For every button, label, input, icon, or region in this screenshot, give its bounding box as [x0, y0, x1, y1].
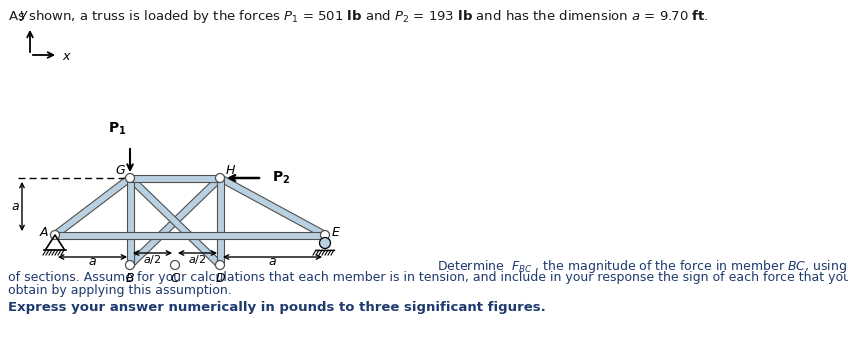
- Polygon shape: [218, 175, 326, 238]
- Circle shape: [215, 261, 225, 269]
- Text: $a$: $a$: [88, 255, 97, 268]
- Polygon shape: [130, 174, 220, 181]
- Text: C: C: [170, 271, 180, 285]
- Text: $a/2$: $a/2$: [143, 253, 162, 266]
- Text: of sections. Assume for your calculations that each member is in tension, and in: of sections. Assume for your calculation…: [8, 271, 848, 284]
- Polygon shape: [216, 178, 224, 265]
- Text: G: G: [115, 163, 125, 176]
- Circle shape: [126, 261, 135, 269]
- Text: $x$: $x$: [62, 49, 72, 62]
- Text: Determine  $F_{BC}$ , the magnitude of the force in member $\mathit{BC}$, using : Determine $F_{BC}$ , the magnitude of th…: [437, 258, 848, 275]
- Polygon shape: [55, 232, 325, 239]
- Text: Express your answer numerically in pounds to three significant figures.: Express your answer numerically in pound…: [8, 301, 546, 314]
- Text: $y$: $y$: [19, 9, 29, 23]
- Circle shape: [320, 238, 331, 249]
- Text: As shown, a truss is loaded by the forces $P_1$ = 501 $\mathbf{lb}$ and $P_2$ = : As shown, a truss is loaded by the force…: [8, 8, 709, 25]
- Text: $\mathbf{P}_\mathbf{2}$: $\mathbf{P}_\mathbf{2}$: [272, 170, 290, 186]
- Text: A: A: [40, 227, 48, 239]
- Text: obtain by applying this assumption.: obtain by applying this assumption.: [8, 284, 232, 297]
- Circle shape: [126, 174, 135, 183]
- Text: B: B: [126, 271, 134, 285]
- Text: E: E: [332, 227, 340, 239]
- Circle shape: [170, 261, 180, 269]
- Text: H: H: [226, 163, 235, 176]
- Circle shape: [321, 231, 330, 239]
- Polygon shape: [127, 175, 222, 268]
- Circle shape: [51, 231, 59, 239]
- Polygon shape: [126, 178, 133, 265]
- Text: $a/2$: $a/2$: [188, 253, 207, 266]
- Text: $\mathbf{P}_\mathbf{1}$: $\mathbf{P}_\mathbf{1}$: [108, 121, 126, 137]
- Polygon shape: [127, 175, 222, 268]
- Text: $a$: $a$: [10, 200, 20, 213]
- Text: $a$: $a$: [268, 255, 277, 268]
- Text: D: D: [215, 271, 225, 285]
- Polygon shape: [53, 175, 132, 238]
- Circle shape: [215, 174, 225, 183]
